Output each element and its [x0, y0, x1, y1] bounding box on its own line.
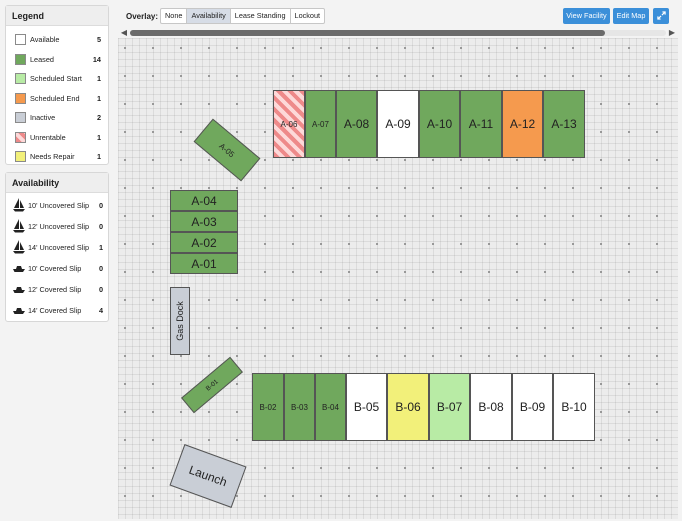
overlay-lockout-button[interactable]: Lockout	[294, 11, 321, 20]
availability-count: 0	[98, 285, 103, 294]
legend-count: 14	[92, 54, 101, 64]
legend-count: 1	[96, 93, 101, 103]
slip-b-04[interactable]: B-04	[315, 373, 346, 441]
availability-title: Availability	[6, 173, 108, 193]
slip-b-07[interactable]: B-07	[429, 373, 470, 441]
motorboat-icon	[13, 287, 25, 293]
overlay-selector: None Availability Lease Standing Lockout	[160, 8, 326, 24]
legend-swatch	[15, 131, 26, 143]
slip-b-03[interactable]: B-03	[284, 373, 315, 441]
slip-a-13[interactable]: A-13	[543, 90, 585, 158]
sailboat-icon	[13, 219, 25, 233]
legend-item-needs-repair: Needs Repair 1	[6, 147, 108, 167]
legend-swatch	[15, 92, 26, 104]
legend-title: Legend	[6, 6, 108, 26]
availability-count: 0	[98, 222, 103, 231]
legend-swatch	[15, 73, 26, 84]
slip-a-11[interactable]: A-11	[460, 90, 502, 158]
expand-button[interactable]	[653, 8, 669, 24]
slip-b-06[interactable]: B-06	[387, 373, 429, 441]
availability-label: 10' Uncovered Slip	[28, 201, 90, 210]
edit-map-button[interactable]: Edit Map	[613, 8, 649, 24]
map-toolbar: Overlay: None Availability Lease Standin…	[118, 4, 678, 28]
availability-label: 12' Uncovered Slip	[28, 222, 90, 231]
legend-item-scheduled-start: Scheduled Start 1	[6, 69, 108, 89]
availability-item: 14' Covered Slip 4	[6, 300, 108, 321]
slip-a-02[interactable]: A-02	[170, 232, 238, 253]
legend-label: Scheduled Start	[30, 74, 82, 83]
scroll-track[interactable]	[130, 30, 666, 36]
legend-item-inactive: Inactive 2	[6, 108, 108, 128]
legend-item-leased: Leased 14	[6, 50, 108, 70]
motorboat-icon	[13, 308, 25, 314]
legend-item-available: Available 5	[6, 30, 108, 50]
sailboat-icon	[13, 198, 25, 212]
marina-map[interactable]: A-06 A-07 A-08 A-09 A-10 A-11 A-12 A-13 …	[118, 38, 678, 519]
availability-item: 10' Uncovered Slip 0	[6, 195, 108, 216]
slip-a-10[interactable]: A-10	[419, 90, 460, 158]
slip-b-01[interactable]: B-01	[181, 356, 243, 414]
motorboat-icon	[13, 266, 25, 272]
availability-item: 12' Uncovered Slip 0	[6, 216, 108, 237]
legend-label: Inactive	[30, 113, 56, 122]
availability-count: 4	[98, 306, 103, 315]
legend-swatch	[15, 34, 26, 45]
availability-item: 14' Uncovered Slip 1	[6, 237, 108, 258]
launch-area[interactable]: Launch	[169, 444, 247, 508]
gas-dock-label: Gas Dock	[175, 301, 186, 341]
legend-count: 1	[96, 74, 101, 83]
slip-a-04[interactable]: A-04	[170, 190, 238, 211]
availability-label: 10' Covered Slip	[28, 264, 82, 273]
availability-label: 14' Covered Slip	[28, 306, 82, 315]
availability-label: 14' Uncovered Slip	[28, 243, 90, 252]
slip-a-03[interactable]: A-03	[170, 211, 238, 232]
slip-a-01[interactable]: A-01	[170, 253, 238, 274]
scroll-right-icon[interactable]: ▶	[668, 28, 676, 37]
sailboat-icon	[13, 240, 25, 254]
legend-swatch	[15, 112, 26, 123]
availability-item: 10' Covered Slip 0	[6, 258, 108, 279]
legend-swatch	[15, 151, 26, 162]
slip-a-08[interactable]: A-08	[336, 90, 377, 158]
legend-label: Unrentable	[30, 132, 66, 142]
legend-count: 5	[96, 35, 101, 44]
slip-b-09[interactable]: B-09	[512, 373, 553, 441]
slip-b-02[interactable]: B-02	[252, 373, 284, 441]
scroll-left-icon[interactable]: ◀	[120, 28, 128, 37]
map-horizontal-scrollbar[interactable]: ◀ ▶	[118, 28, 678, 38]
legend-label: Scheduled End	[30, 93, 80, 103]
slip-b-05[interactable]: B-05	[346, 373, 387, 441]
slip-a-06[interactable]: A-06	[273, 90, 305, 158]
expand-icon	[656, 11, 666, 20]
legend-label: Needs Repair	[30, 152, 75, 161]
scroll-thumb[interactable]	[130, 30, 605, 36]
legend-label: Leased	[30, 54, 54, 64]
slip-b-10[interactable]: B-10	[553, 373, 595, 441]
slip-a-07[interactable]: A-07	[305, 90, 336, 158]
legend-item-scheduled-end: Scheduled End 1	[6, 89, 108, 109]
availability-item: 12' Covered Slip 0	[6, 279, 108, 300]
availability-panel: Availability 10' Uncovered Slip 0 12' Un…	[5, 172, 109, 322]
availability-count: 0	[98, 201, 103, 210]
slip-a-05[interactable]: A-05	[193, 118, 261, 182]
view-facility-button[interactable]: View Facility	[563, 8, 610, 24]
legend-label: Available	[30, 35, 60, 44]
overlay-availability-button[interactable]: Availability	[187, 9, 231, 23]
availability-count: 1	[98, 243, 103, 252]
slip-a-12[interactable]: A-12	[502, 90, 543, 158]
legend-panel: Legend Available 5 Leased 14 Scheduled S…	[5, 5, 109, 165]
legend-count: 1	[96, 132, 101, 142]
slip-b-08[interactable]: B-08	[470, 373, 512, 441]
overlay-label: Overlay:	[126, 12, 159, 21]
availability-label: 12' Covered Slip	[28, 285, 82, 294]
legend-count: 2	[96, 113, 101, 122]
overlay-none-button[interactable]: None	[161, 9, 188, 23]
overlay-lease-standing-button[interactable]: Lease Standing	[231, 9, 291, 23]
slip-a-09[interactable]: A-09	[377, 90, 419, 158]
legend-count: 1	[96, 152, 101, 161]
availability-count: 0	[98, 264, 103, 273]
legend-swatch	[15, 53, 26, 65]
legend-item-unrentable: Unrentable 1	[6, 128, 108, 148]
gas-dock[interactable]: Gas Dock	[170, 287, 190, 355]
